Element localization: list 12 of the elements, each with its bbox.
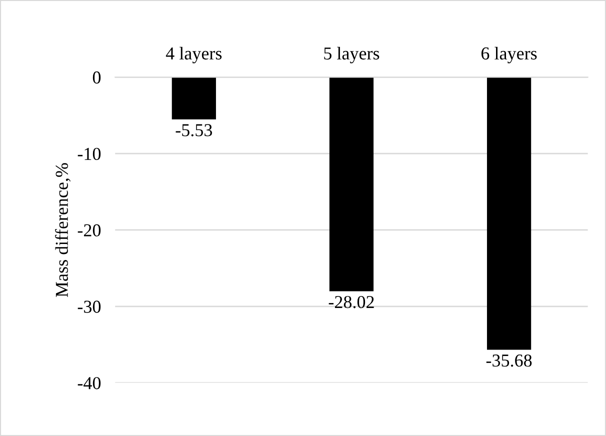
y-tick-label: -40: [78, 377, 101, 390]
data-label: -5.53: [176, 124, 212, 136]
y-axis-title: Mass difference,%: [55, 163, 71, 297]
data-label: -35.68: [486, 354, 532, 367]
y-tick-label: 0: [92, 71, 101, 84]
y-tick-label: -20: [78, 224, 101, 236]
x-tick-label: 6 layers: [481, 46, 537, 64]
y-tick-label: -30: [78, 300, 101, 313]
x-tick-label: 4 layers: [166, 46, 222, 64]
x-tick-label: 5 layers: [324, 46, 380, 64]
y-tick-label: -10: [78, 148, 101, 160]
data-label: -28.02: [328, 296, 374, 308]
